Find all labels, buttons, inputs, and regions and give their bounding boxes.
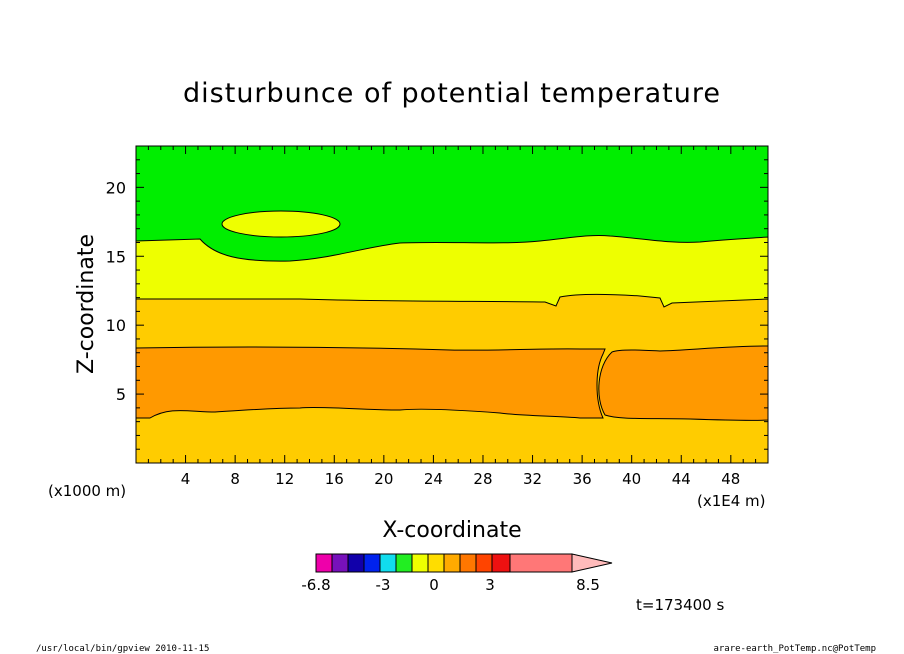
x-tick-label: 32 [523, 470, 542, 488]
time-label: t=173400 s [636, 596, 724, 614]
colorbar-swatch [491, 553, 511, 573]
colorbar-swatch [411, 553, 429, 573]
x-tick-label: 28 [473, 470, 492, 488]
x-tick-label: 24 [424, 470, 443, 488]
plot-area [136, 146, 768, 463]
plot-frame [135, 145, 769, 464]
footer-program: /usr/local/bin/gpview 2010-11-15 [36, 644, 209, 654]
y-tick-labels: 5 10 15 20 [106, 178, 126, 404]
y-tick-label: 5 [116, 385, 126, 404]
x-tick-label: 12 [275, 470, 294, 488]
colorbar-swatch [363, 553, 381, 573]
colorbar [315, 553, 613, 573]
x-tick-label: 40 [622, 470, 641, 488]
x-axis-unit: (x1E4 m) [697, 492, 766, 510]
colorbar-swatch [427, 553, 445, 573]
x-tick-label: 48 [721, 470, 740, 488]
band-orange-right [598, 345, 768, 421]
colorbar-label: -6.8 [301, 576, 330, 594]
colorbar-label: 8.5 [576, 576, 600, 594]
colorbar-swatch [395, 553, 413, 573]
green-island-upper-band [221, 210, 341, 238]
x-tick-label: 4 [181, 470, 191, 488]
colorbar-labels: -6.8 -3 0 3 8.5 [301, 576, 600, 594]
x-axis-label: X-coordinate [382, 518, 521, 543]
y-tick-label: 15 [106, 247, 126, 266]
colorbar-label: 0 [429, 576, 439, 594]
colorbar-swatch [475, 553, 493, 573]
x-tick-label: 44 [672, 470, 691, 488]
band-orange [136, 346, 606, 419]
colorbar-label: -3 [376, 576, 391, 594]
x-tick-labels: 4 8 12 16 20 24 28 32 36 40 44 48 [181, 470, 741, 488]
colorbar-swatch [509, 553, 573, 573]
footer-source: arare-earth_PotTemp.nc@PotTemp [713, 644, 876, 654]
colorbar-swatch [347, 553, 365, 573]
y-tick-label: 10 [106, 316, 126, 335]
chart-title: disturbunce of potential temperature [183, 78, 721, 109]
axis-ticks [136, 146, 768, 463]
y-tick-label: 20 [106, 178, 126, 197]
y-axis-unit: (x1000 m) [48, 482, 126, 500]
colorbar-swatch [315, 553, 333, 573]
x-tick-label: 8 [230, 470, 240, 488]
colorbar-label: 3 [485, 576, 495, 594]
x-tick-label: 36 [573, 470, 592, 488]
x-tick-label: 16 [325, 470, 344, 488]
colorbar-swatch [443, 553, 461, 573]
y-axis-label: Z-coordinate [74, 234, 99, 374]
colorbar-swatch [379, 553, 397, 573]
x-tick-label: 20 [374, 470, 393, 488]
colorbar-swatch [331, 553, 349, 573]
colorbar-extend-arrow [571, 553, 613, 573]
colorbar-swatch [459, 553, 477, 573]
